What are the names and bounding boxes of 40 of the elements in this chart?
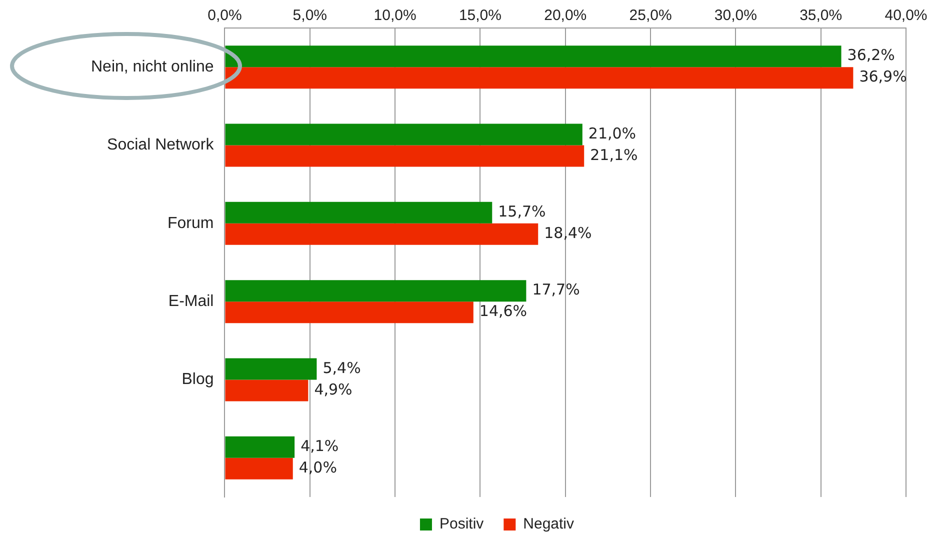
x-tick-label: 15,0% <box>458 7 502 24</box>
y-tick-label: Forum <box>168 214 214 232</box>
x-tick-label: 5,0% <box>292 7 327 24</box>
data-label: 18,4% <box>544 224 592 242</box>
x-tick-label: 10,0% <box>374 7 416 24</box>
data-label: 36,9% <box>859 68 907 86</box>
bar <box>225 202 492 224</box>
x-tick-label: 20,0% <box>544 7 587 24</box>
bar <box>225 436 295 458</box>
data-label: 36,2% <box>847 46 895 64</box>
data-label: 17,7% <box>532 280 580 299</box>
x-tick-label: 35,0% <box>800 7 842 24</box>
y-tick-label: Nein, nicht online <box>90 58 214 76</box>
bar <box>225 223 538 245</box>
bar <box>225 145 584 167</box>
data-label: 21,0% <box>588 124 636 142</box>
y-tick-label: Social Network <box>107 136 215 154</box>
y-tick-label: E-Mail <box>168 292 214 310</box>
bar <box>225 458 293 480</box>
bar <box>225 124 582 146</box>
legend-label: Negativ <box>523 516 575 533</box>
data-label: 15,7% <box>498 202 546 221</box>
bar <box>225 46 842 68</box>
data-label: 21,1% <box>590 146 638 164</box>
bar <box>225 67 854 89</box>
data-label: 5,4% <box>322 358 361 377</box>
data-label: 4,0% <box>298 458 337 477</box>
y-tick-label: Blog <box>182 371 214 388</box>
bar <box>225 280 526 302</box>
bar <box>225 302 474 324</box>
x-tick-label: 40,0% <box>884 7 928 24</box>
legend-label: Positiv <box>439 516 484 533</box>
bar <box>225 380 308 402</box>
data-label: 4,9% <box>314 380 352 398</box>
bar <box>225 358 317 380</box>
data-label: 14,6% <box>479 302 528 320</box>
x-tick-label: 0,0% <box>208 7 242 24</box>
x-tick-label: 25,0% <box>629 7 672 24</box>
data-label: 4,1% <box>300 437 339 456</box>
x-tick-label: 30,0% <box>714 7 757 24</box>
